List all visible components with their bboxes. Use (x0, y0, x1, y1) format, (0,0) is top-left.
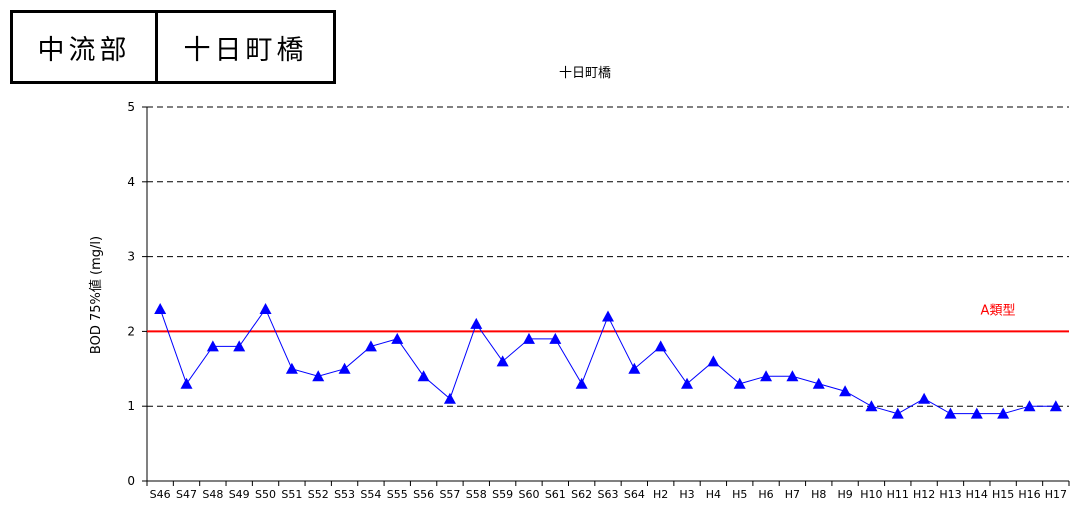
data-point-marker (180, 377, 193, 389)
x-tick-label: S48 (202, 488, 223, 501)
x-tick-label: H9 (837, 488, 852, 501)
data-point-marker (417, 370, 430, 382)
data-point-marker (312, 370, 325, 382)
data-point-marker (891, 407, 904, 419)
x-tick-label: S60 (518, 488, 539, 501)
data-point-marker (865, 400, 878, 412)
x-tick-label: S50 (255, 488, 276, 501)
data-point-marker (786, 370, 799, 382)
x-tick-label: S46 (150, 488, 171, 501)
data-point-marker (496, 355, 509, 367)
data-point-marker (918, 392, 931, 404)
y-tick-label: 0 (127, 474, 135, 488)
grid-lines (147, 106, 1069, 407)
data-point-marker (707, 355, 720, 367)
data-point-marker (1023, 400, 1036, 412)
x-tick-label: S49 (229, 488, 250, 501)
reference-line-group: A類型 (147, 303, 1069, 333)
x-tick-label: S52 (308, 488, 329, 501)
data-point-marker (602, 310, 614, 322)
data-point-marker (443, 392, 456, 404)
x-tick-label: H10 (860, 488, 882, 501)
x-tick-label: H8 (811, 488, 826, 501)
x-tick-label: H14 (966, 488, 988, 501)
data-point-marker (681, 377, 694, 389)
x-tick-label: H13 (939, 488, 961, 501)
x-tick-label: H17 (1045, 488, 1067, 501)
data-point-marker (970, 407, 983, 419)
x-tick-label: S55 (387, 488, 408, 501)
x-tick-label: S54 (360, 488, 381, 501)
region-label: 中流部 (13, 13, 158, 81)
data-point-marker (470, 317, 483, 329)
x-tick-label: S51 (281, 488, 302, 501)
data-point-marker (522, 332, 535, 344)
station-label-box: 中流部 十日町橋 (10, 10, 336, 84)
x-tick-label: H15 (992, 488, 1014, 501)
x-tick-label: H16 (1018, 488, 1040, 501)
data-point-marker (944, 407, 957, 419)
standard-label: A類型 (981, 303, 1016, 318)
data-point-marker (575, 377, 588, 389)
data-point-marker (733, 377, 746, 389)
x-tick-label: H5 (732, 488, 747, 501)
data-point-marker (154, 302, 167, 314)
data-point-marker (391, 332, 404, 344)
axes: 0 1 2 3 4 5 S46 S47 S48 S49 S50 S51 S52 S53 S54 S55 S56 S… (127, 100, 1070, 501)
x-tick-label: S59 (492, 488, 513, 501)
x-tick-label: H6 (758, 488, 773, 501)
x-tick-label: S63 (598, 488, 619, 501)
y-axis-label: BOD 75%値 (mg/l) (88, 236, 104, 354)
data-point-marker (997, 407, 1010, 419)
data-point-marker (812, 377, 825, 389)
x-tick-label: S53 (334, 488, 355, 501)
data-point-marker (839, 385, 852, 397)
x-tick-label: H12 (913, 488, 935, 501)
x-tick-label: S61 (545, 488, 566, 501)
x-tick-label: S57 (439, 488, 460, 501)
x-tick-label: S56 (413, 488, 434, 501)
station-name-label: 十日町橋 (183, 34, 308, 66)
y-tick-label: 1 (127, 399, 135, 413)
x-tick-label: H3 (679, 488, 694, 501)
x-tick-label: S64 (624, 488, 645, 501)
chart-title: 十日町橋 (559, 66, 611, 81)
data-point-marker (1049, 400, 1062, 412)
data-point-marker (628, 362, 641, 374)
data-point-marker (259, 302, 272, 314)
x-tick-label: H4 (706, 488, 721, 501)
x-tick-label: H2 (653, 488, 668, 501)
y-tick-label: 3 (127, 250, 135, 264)
x-tick-label: S58 (466, 488, 487, 501)
x-tick-label: S47 (176, 488, 197, 501)
data-point-marker (364, 340, 377, 352)
data-point-marker (338, 362, 351, 374)
x-tick-label: S62 (571, 488, 592, 501)
data-point-marker (233, 340, 246, 352)
data-point-marker (549, 332, 562, 344)
series-group (154, 302, 1062, 419)
y-tick-label: 5 (127, 100, 135, 114)
data-point-marker (206, 340, 219, 352)
y-tick-label: 2 (127, 324, 135, 338)
data-point-marker (285, 362, 298, 374)
data-point-marker (654, 340, 667, 352)
x-tick-label: H11 (887, 488, 909, 501)
y-tick-label: 4 (127, 175, 135, 189)
data-point-marker (760, 370, 773, 382)
x-tick-label: H7 (785, 488, 800, 501)
